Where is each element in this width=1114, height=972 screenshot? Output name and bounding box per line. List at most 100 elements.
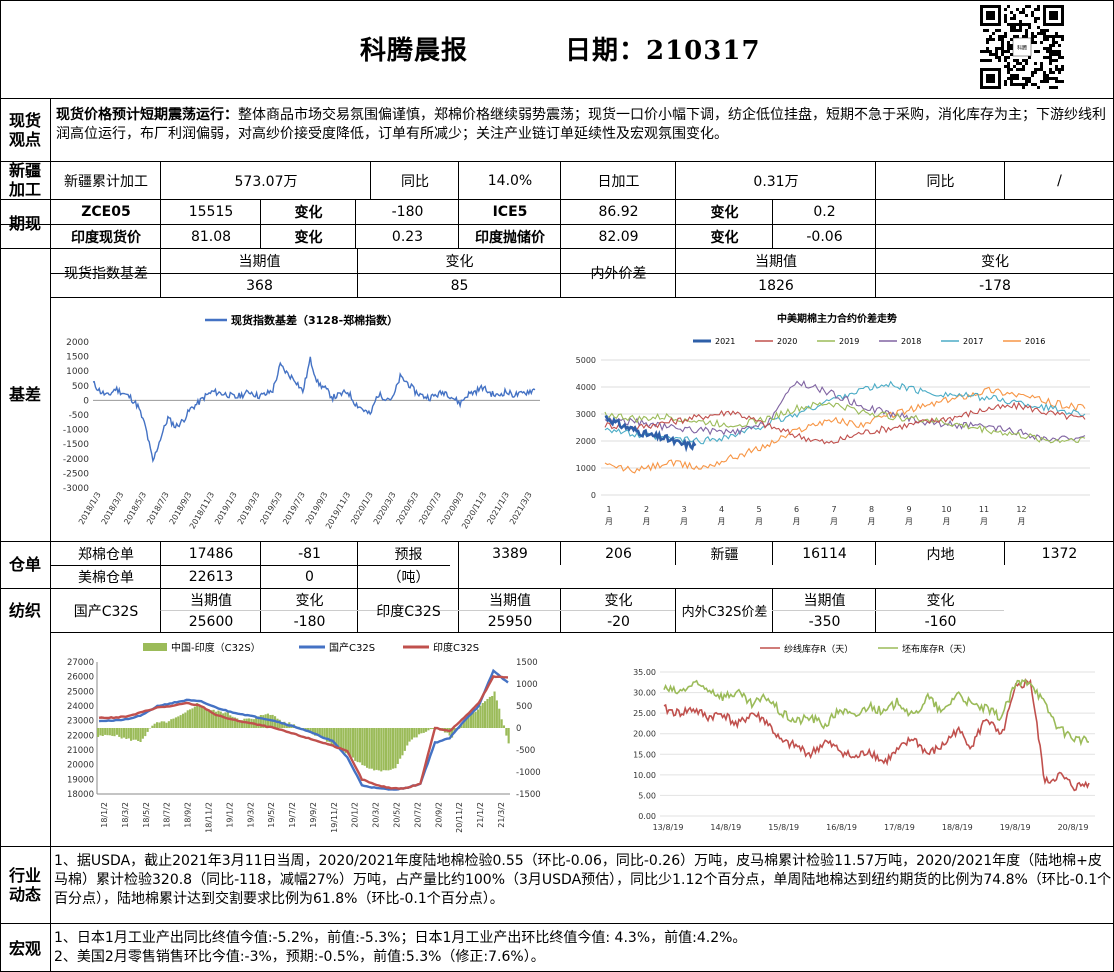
legend-label-yarn: 纱线库存R（天） xyxy=(784,643,853,655)
qr-module xyxy=(989,53,992,56)
x-tick-number: 9 xyxy=(906,505,911,514)
xinjiang-daily-yoy-value: / xyxy=(1057,172,1062,189)
x-tick-number: 2 xyxy=(644,505,649,514)
qr-module xyxy=(1004,35,1007,38)
qr-module xyxy=(1025,32,1028,35)
qr-module xyxy=(1016,8,1019,11)
qr-module xyxy=(1025,59,1028,62)
diff-bar xyxy=(392,728,395,769)
qr-module xyxy=(1055,53,1058,56)
spinning-ind-cur: 25950 xyxy=(487,613,533,630)
qr-module xyxy=(1037,86,1040,89)
qr-module xyxy=(983,59,986,62)
x-tick-label: 2018/5/3 xyxy=(122,491,148,527)
basis-chg-label: 变化 xyxy=(445,254,474,270)
chart-title: 中美期棉主力合约价差走势 xyxy=(777,312,897,325)
qr-module xyxy=(983,29,986,32)
diff-bar xyxy=(505,728,508,736)
qr-module xyxy=(1031,14,1034,17)
legend-label: 2020 xyxy=(777,337,797,346)
basis-cur-value: 368 xyxy=(246,277,273,294)
diff-bar xyxy=(318,728,321,737)
spinning-diff-chg: -160 xyxy=(924,613,957,630)
y-tick-label: -1000 xyxy=(63,426,89,436)
basis-cur-label: 当期值 xyxy=(238,254,281,270)
diff-bar xyxy=(170,719,173,728)
qr-module xyxy=(1058,56,1061,59)
x-tick-unit: 月 xyxy=(680,517,688,526)
qr-module xyxy=(986,50,989,53)
spinning-diff-chg-label: 变化 xyxy=(926,592,955,609)
qr-module xyxy=(1031,41,1034,44)
diff-bar xyxy=(125,728,128,739)
warehouse-inland-label: 内地 xyxy=(926,546,955,563)
futures-name-1: ZCE05 xyxy=(81,204,131,220)
diff-bar xyxy=(498,708,501,728)
diff-bar xyxy=(311,728,314,735)
qr-module xyxy=(1046,77,1049,80)
x-tick-number: 10 xyxy=(941,505,951,514)
qr-module xyxy=(1016,83,1019,86)
qr-module xyxy=(1046,80,1049,83)
qr-module xyxy=(1049,53,1052,56)
qr-module xyxy=(1049,56,1052,59)
diff-bar xyxy=(359,728,362,763)
x-tick-label: 20/3/2 xyxy=(372,802,381,828)
diff-bar xyxy=(401,728,404,756)
diff-bar xyxy=(200,706,203,728)
x-tick-number: 3 xyxy=(681,505,686,514)
x-tick-unit: 月 xyxy=(755,517,763,526)
diff-bar xyxy=(257,716,260,728)
diff-bar xyxy=(231,716,234,728)
y-right-tick-label: 1500 xyxy=(516,658,538,668)
futures-change-1: -180 xyxy=(391,204,424,220)
qr-module xyxy=(1025,80,1028,83)
x-tick-label: 2019/5/3 xyxy=(258,491,284,527)
qr-module xyxy=(1055,86,1058,89)
diff-bar xyxy=(349,728,352,758)
qr-module xyxy=(1010,83,1013,86)
qr-module xyxy=(1052,86,1055,89)
x-tick-label: 19/5/2 xyxy=(267,802,276,828)
spinning-dom-chg-label: 变化 xyxy=(295,592,324,609)
qr-module xyxy=(992,38,995,41)
qr-module xyxy=(998,47,1001,50)
diff-bar xyxy=(191,708,194,728)
diff-bar xyxy=(203,707,206,728)
x-tick-number: 1 xyxy=(606,505,611,514)
qr-module xyxy=(989,59,992,62)
diff-bar xyxy=(396,728,399,764)
qr-module xyxy=(1013,14,1016,17)
qr-module xyxy=(1034,17,1037,20)
qr-module xyxy=(1031,83,1034,86)
x-tick-number: 6 xyxy=(794,505,799,514)
xinjiang-yoy-label: 同比 xyxy=(401,173,429,190)
qr-module xyxy=(1028,56,1031,59)
qr-module xyxy=(1034,41,1037,44)
diff-bar xyxy=(241,720,244,728)
diff-bar xyxy=(451,728,454,738)
y-left-tick-label: 27000 xyxy=(67,658,94,668)
x-tick-label: 14/8/19 xyxy=(710,823,741,832)
diff-bar xyxy=(474,711,477,728)
qr-module xyxy=(986,41,989,44)
qr-module xyxy=(1013,17,1016,20)
diff-bar xyxy=(132,728,135,740)
diff-bar xyxy=(399,728,402,759)
qr-module xyxy=(995,56,998,59)
spot-view-body: 整体商品市场交易氛围偏谨慎，郑棉价格继续弱势震荡；现货一口价小幅下调，纺企低位挂… xyxy=(56,107,1106,142)
qr-module xyxy=(1037,32,1040,35)
diff-bar xyxy=(347,728,350,755)
x-tick-label: 19/11/2 xyxy=(330,802,339,833)
diff-bar xyxy=(410,728,414,740)
qr-module xyxy=(1058,50,1061,53)
qr-module xyxy=(1040,62,1043,65)
diff-bar xyxy=(139,728,142,742)
legend-label-domestic: 国产C32S xyxy=(329,641,375,654)
x-tick-label: 20/11/2 xyxy=(455,802,464,833)
qr-module xyxy=(1025,23,1028,26)
diff-bar xyxy=(165,722,168,728)
xinjiang-cum-value: 573.07万 xyxy=(234,173,298,190)
diff-bar xyxy=(106,728,109,736)
qr-module xyxy=(1037,68,1040,71)
